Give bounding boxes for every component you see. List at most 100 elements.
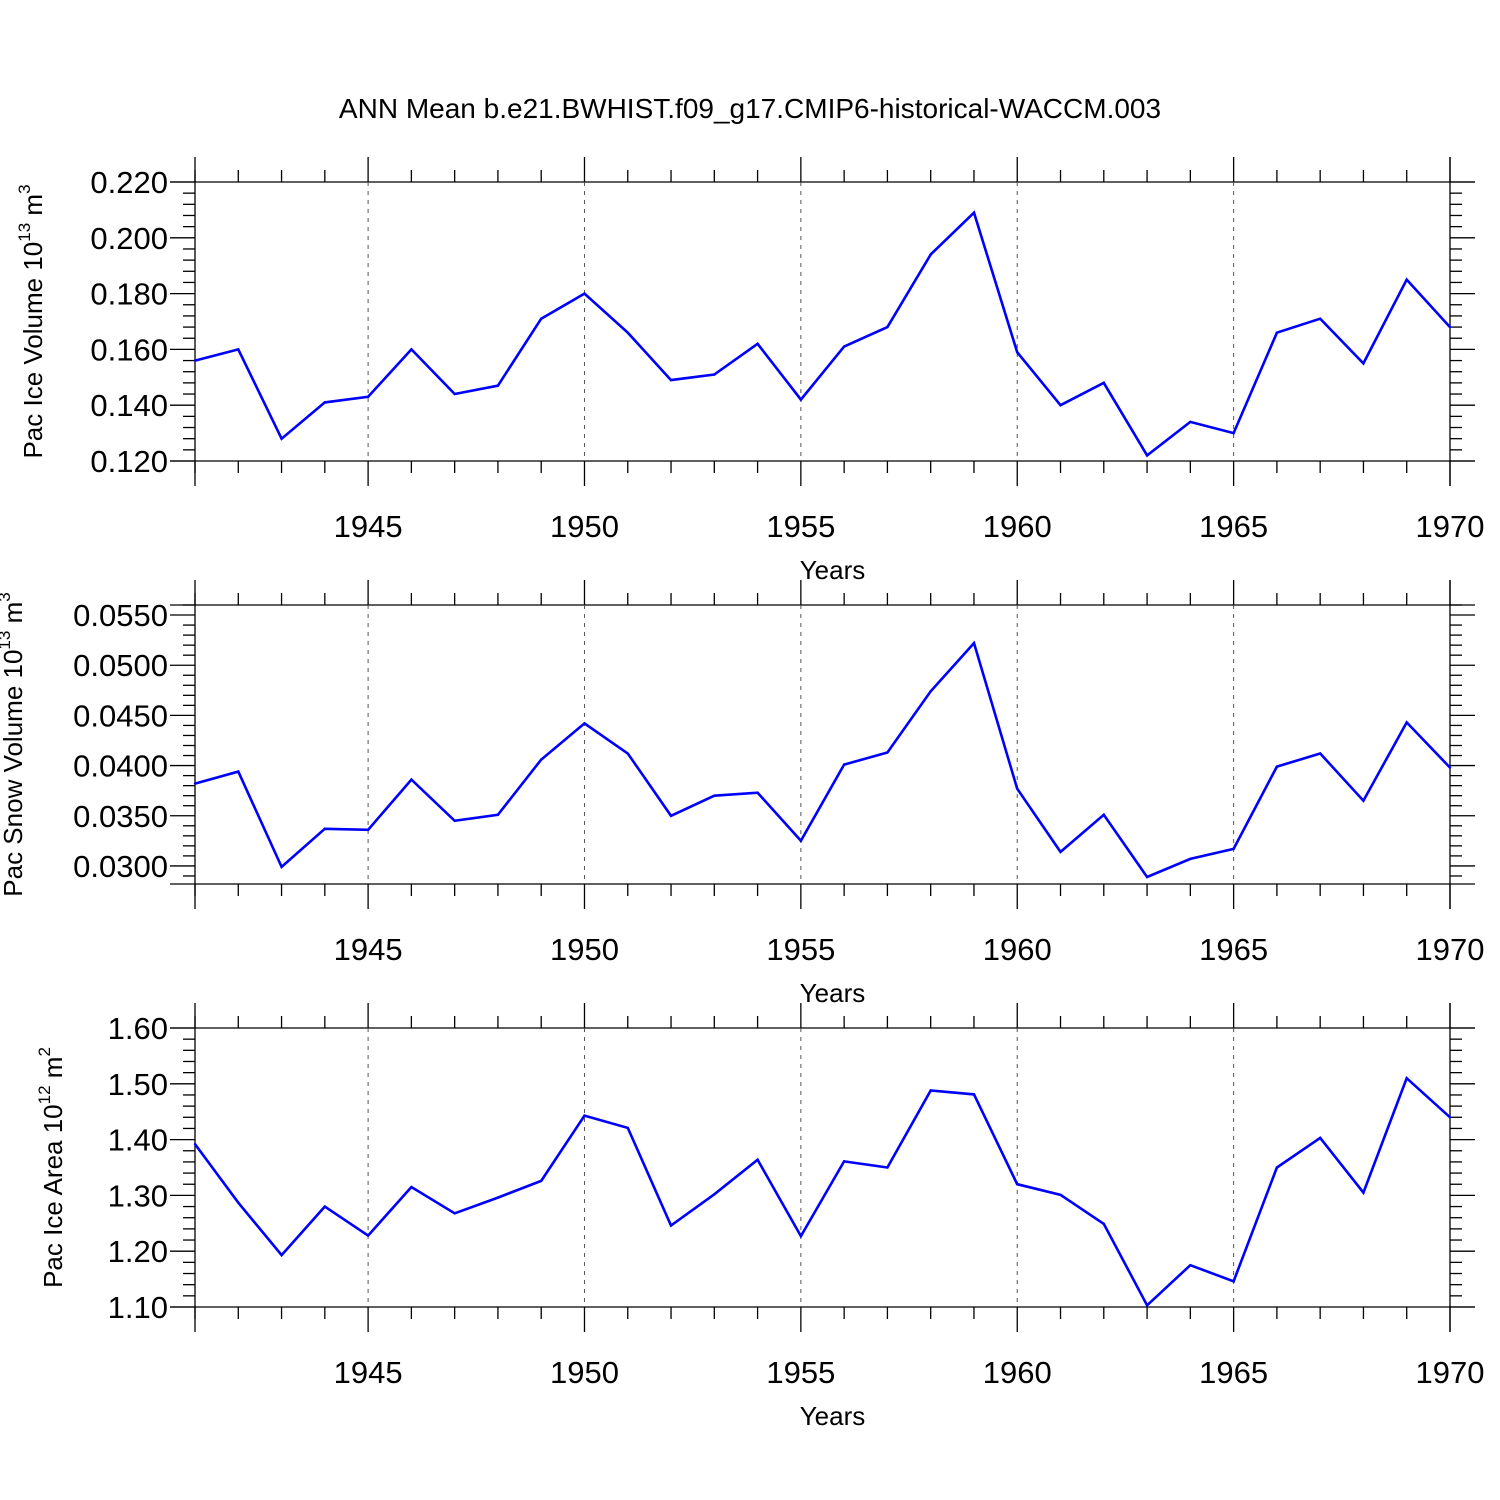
series-line xyxy=(193,1075,1451,1308)
data-point xyxy=(1189,420,1192,424)
data-point xyxy=(1362,1191,1365,1194)
data-point xyxy=(280,437,283,440)
data-point xyxy=(1362,362,1365,365)
data-point xyxy=(1059,1193,1062,1197)
x-tick-label: 1955 xyxy=(766,509,835,544)
data-point xyxy=(1102,381,1105,385)
data-point xyxy=(1016,787,1019,790)
y-tick-label: 0.160 xyxy=(90,332,168,367)
data-point xyxy=(669,378,673,382)
data-point xyxy=(713,794,716,797)
y-axis-label: Pac Ice Area 1012 m2 xyxy=(35,1047,68,1288)
data-point xyxy=(929,690,932,693)
data-point xyxy=(842,763,846,766)
data-point xyxy=(496,813,500,816)
data-point xyxy=(410,348,413,351)
data-point xyxy=(669,814,673,817)
data-point xyxy=(929,1089,932,1092)
x-tick-label: 1970 xyxy=(1416,932,1485,967)
data-point xyxy=(453,1212,456,1215)
y-axis-label-unit-exponent: 2 xyxy=(35,1047,54,1056)
x-axis-label: Years xyxy=(800,1401,866,1431)
data-point xyxy=(756,791,759,794)
y-tick-label: 1.50 xyxy=(108,1067,168,1102)
data-point xyxy=(626,752,629,755)
x-tick-label: 1950 xyxy=(550,509,619,544)
series-line xyxy=(194,640,1451,879)
x-tick-label: 1950 xyxy=(550,932,619,967)
data-point xyxy=(972,1093,976,1096)
y-axis-label-text: Pac Ice Volume 10 xyxy=(18,242,48,459)
data-point xyxy=(1318,752,1322,755)
x-tick-label: 1950 xyxy=(550,1355,619,1390)
data-point xyxy=(1405,1077,1408,1080)
data-point xyxy=(669,1224,673,1227)
data-point xyxy=(410,1185,413,1189)
y-axis-label: Pac Ice Volume 1013 m3 xyxy=(15,184,48,458)
data-point xyxy=(1016,1183,1019,1186)
data-point xyxy=(323,1205,327,1208)
y-tick-label: 0.120 xyxy=(90,444,168,479)
y-axis-label-exponent: 13 xyxy=(0,631,14,650)
data-point xyxy=(1275,331,1279,334)
data-point xyxy=(972,641,976,645)
y-tick-label: 1.30 xyxy=(108,1178,168,1213)
x-tick-label: 1945 xyxy=(334,1355,403,1390)
y-tick-label: 1.20 xyxy=(108,1234,168,1269)
data-point xyxy=(1232,431,1235,435)
data-point xyxy=(496,1196,500,1199)
y-axis-label-text: Pac Ice Area 10 xyxy=(38,1104,68,1288)
data-point xyxy=(1448,766,1452,769)
x-tick-label: 1955 xyxy=(766,1355,835,1390)
data-point xyxy=(713,373,716,376)
data-point xyxy=(453,819,456,822)
data-point xyxy=(886,751,889,754)
x-axis-label: Years xyxy=(800,978,866,1008)
y-axis-label-unit: m xyxy=(38,1057,68,1086)
x-axis-label: Years xyxy=(800,555,866,585)
x-tick-label: 1960 xyxy=(983,1355,1052,1390)
data-point xyxy=(496,384,500,387)
y-tick-label: 0.140 xyxy=(90,388,168,423)
data-point xyxy=(1102,1222,1105,1226)
data-point xyxy=(842,345,846,348)
figure-title: ANN Mean b.e21.BWHIST.f09_g17.CMIP6-hist… xyxy=(339,93,1161,124)
y-tick-label: 0.0550 xyxy=(73,598,168,633)
y-tick-label: 0.0450 xyxy=(73,698,168,733)
y-tick-label: 0.0500 xyxy=(73,648,168,683)
series-line xyxy=(194,210,1451,458)
data-point xyxy=(1232,1280,1235,1283)
y-axis-label-unit-exponent: 3 xyxy=(15,184,34,193)
data-point xyxy=(929,253,932,256)
x-tick-label: 1945 xyxy=(334,932,403,967)
data-point xyxy=(583,292,586,295)
data-point xyxy=(540,1179,543,1183)
x-tick-label: 1960 xyxy=(983,932,1052,967)
data-point xyxy=(366,828,370,832)
data-point xyxy=(1016,350,1019,354)
panel-3: 1945 1950 1955 1960 1965 1970 1.10 1.20 1.30 1.40… xyxy=(35,1003,1484,1431)
data-point xyxy=(280,1253,283,1257)
y-axis-label-exponent: 12 xyxy=(35,1085,54,1104)
data-point xyxy=(193,359,197,362)
data-point xyxy=(1145,875,1149,879)
data-point xyxy=(713,1193,716,1196)
y-tick-label: 1.10 xyxy=(108,1290,168,1325)
y-axis-label: Pac Snow Volume 1013 m3 xyxy=(0,592,28,896)
data-point xyxy=(540,317,543,320)
panel-1: 1945 1950 1955 1960 1965 1970 0.120 0.140 0.160 0… xyxy=(15,157,1484,585)
data-point xyxy=(366,1234,370,1237)
y-axis-label-text: Pac Snow Volume 10 xyxy=(0,650,28,897)
data-point xyxy=(1405,721,1408,724)
data-point xyxy=(237,770,240,773)
data-point xyxy=(1362,799,1365,802)
y-tick-label: 0.0300 xyxy=(73,849,168,884)
y-axis-label-unit: m xyxy=(0,602,28,631)
y-tick-label: 1.60 xyxy=(108,1011,168,1046)
x-tick-label: 1955 xyxy=(766,932,835,967)
data-point xyxy=(1318,317,1322,320)
data-point xyxy=(237,348,240,351)
data-point xyxy=(886,1166,889,1169)
data-point xyxy=(453,392,456,396)
data-point xyxy=(842,1160,846,1163)
